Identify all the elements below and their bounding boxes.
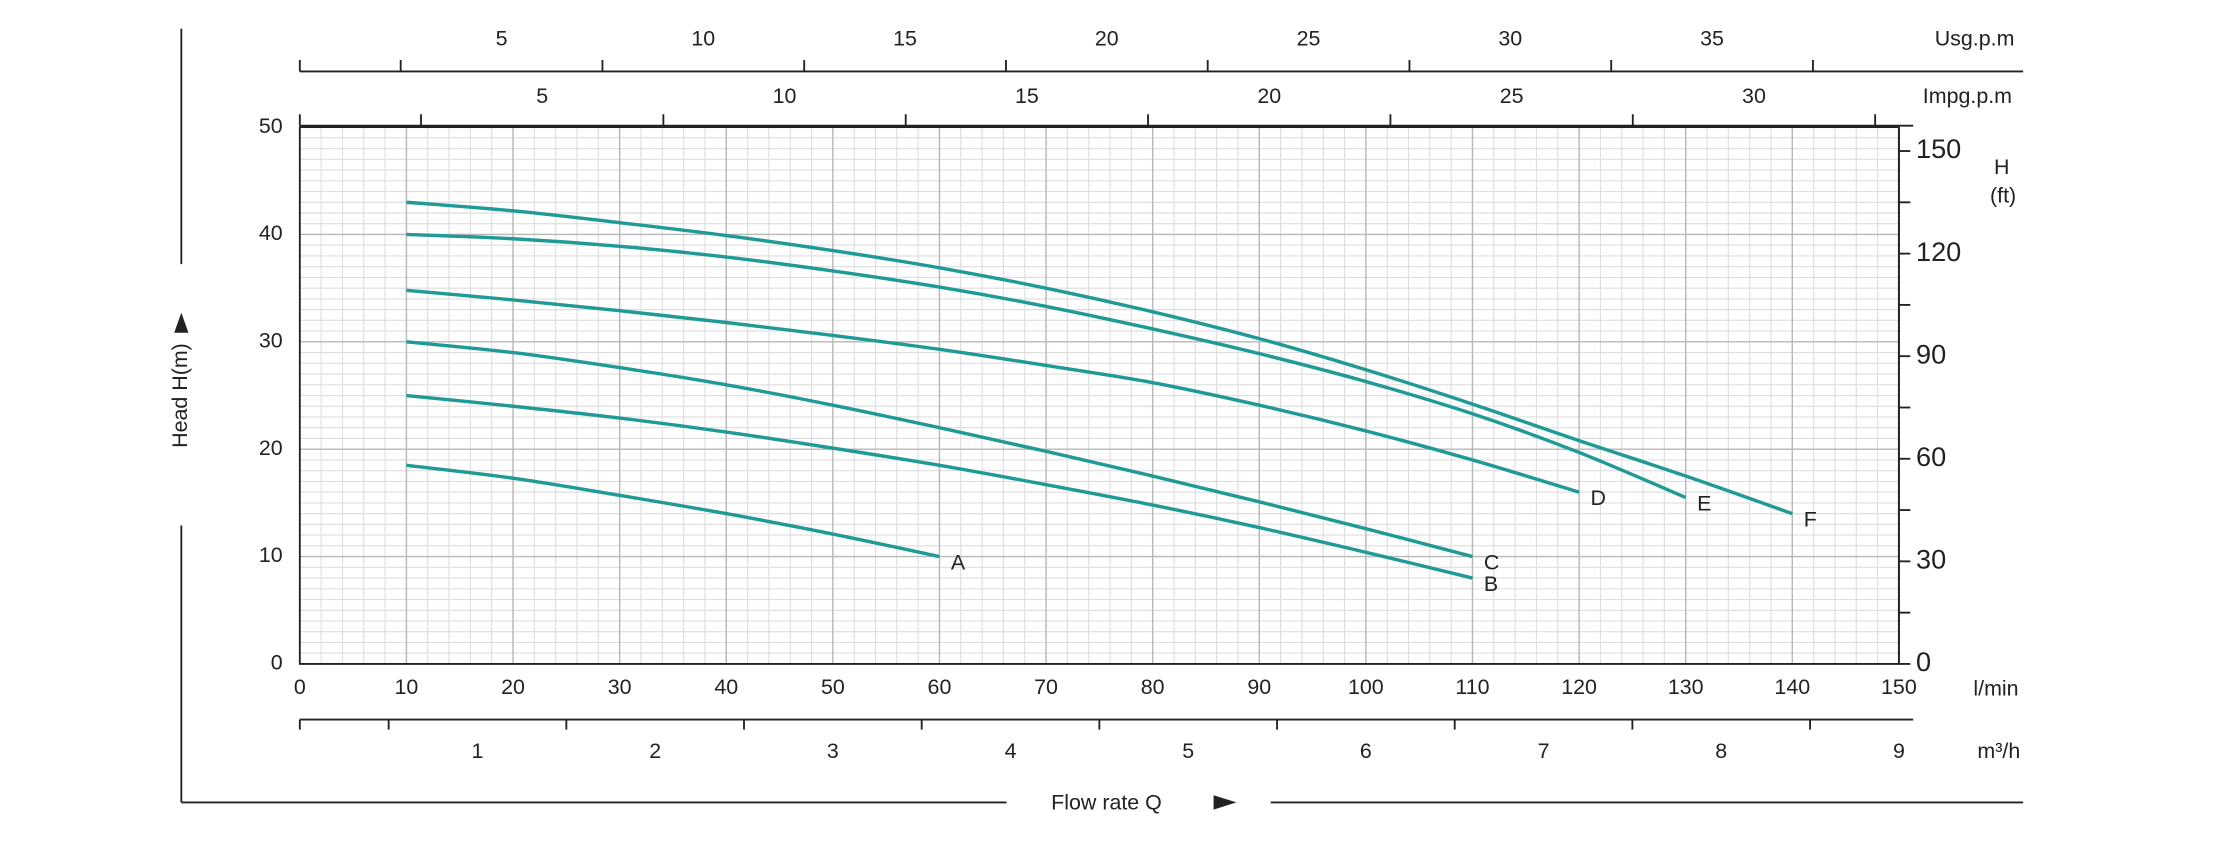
- bottom-tick-label: 9: [1893, 739, 1905, 763]
- x-tick-label: 120: [1561, 675, 1597, 699]
- arrow-icon: [174, 312, 189, 333]
- top-tick-label: 35: [1700, 27, 1724, 51]
- y-tick-label: 20: [259, 436, 283, 460]
- x-axis-label: Flow rate Q: [1051, 791, 1162, 815]
- y-tick-label: 10: [259, 543, 283, 567]
- y-tick-label: 50: [259, 114, 283, 138]
- arrow-icon: [1213, 795, 1237, 810]
- bottom-tick-label: 3: [827, 739, 839, 763]
- curve: [406, 463, 940, 559]
- y2-label: H: [1994, 155, 2009, 179]
- y-axis-label: Head H(m): [168, 343, 192, 448]
- x-tick-label: 20: [501, 675, 525, 699]
- x-tick-label: 150: [1881, 675, 1917, 699]
- x-tick-label: 60: [928, 675, 952, 699]
- curve: [406, 340, 1473, 559]
- top-tick-label: 10: [773, 84, 797, 108]
- y2-tick-label: 120: [1916, 236, 1961, 267]
- top-tick-label: 30: [1742, 84, 1766, 108]
- y-tick-label: 40: [259, 221, 283, 245]
- top-tick-label: 10: [691, 27, 715, 51]
- y2-label: (ft): [1990, 184, 2016, 208]
- x-tick-label: 90: [1247, 675, 1271, 699]
- x-tick-label: 10: [395, 675, 419, 699]
- x-tick-label: 0: [294, 675, 306, 699]
- y2-tick-label: 30: [1916, 544, 1946, 575]
- plot: A BC D E F: [406, 200, 1817, 596]
- x-tick-label: 100: [1348, 675, 1384, 699]
- top-tick-label: 25: [1500, 84, 1524, 108]
- bottom-tick-label: 7: [1538, 739, 1550, 763]
- bottom-tick-label: 8: [1715, 739, 1727, 763]
- bottom-tick-label: 4: [1005, 739, 1017, 763]
- y2-tick-label: 60: [1916, 441, 1946, 472]
- bottom-axis-label: m³/h: [1977, 739, 2020, 763]
- top-tick-label: 30: [1498, 27, 1522, 51]
- grid: [299, 126, 1900, 665]
- top-axis-label: Impg.p.m: [1923, 84, 2012, 108]
- top-tick-label: 25: [1297, 27, 1321, 51]
- bottom-tick-label: 5: [1182, 739, 1194, 763]
- top-tick-label: 5: [536, 84, 548, 108]
- y2-tick-label: 150: [1916, 133, 1961, 164]
- top-axis-label: Usg.p.m: [1935, 27, 2015, 51]
- curve-label: C: [1484, 550, 1499, 574]
- x-unit-label: l/min: [1973, 676, 2018, 700]
- curve: [406, 200, 1793, 516]
- top-tick-label: 15: [1015, 84, 1039, 108]
- y2-tick-label: 0: [1916, 646, 1931, 677]
- bottom-tick-label: 6: [1360, 739, 1372, 763]
- curve: [406, 393, 1473, 580]
- curve-label: E: [1697, 491, 1711, 515]
- top-tick-label: 5: [496, 27, 508, 51]
- x-tick-label: 110: [1455, 675, 1489, 699]
- curve-label: B: [1484, 572, 1498, 596]
- top-tick-label: 20: [1095, 27, 1119, 51]
- y2-tick-label: 90: [1916, 338, 1946, 369]
- curve-label: D: [1591, 486, 1606, 510]
- x-tick-label: 40: [714, 675, 738, 699]
- x-tick-label: 30: [608, 675, 632, 699]
- top-tick-label: 20: [1257, 84, 1281, 108]
- y-tick-label: 0: [271, 651, 283, 675]
- top-tick-label: 15: [893, 27, 917, 51]
- x-tick-label: 80: [1141, 675, 1165, 699]
- bottom-tick-label: 2: [649, 739, 661, 763]
- x-tick-label: 50: [821, 675, 845, 699]
- curve: [406, 288, 1580, 494]
- x-tick-label: 130: [1668, 675, 1704, 699]
- curve: [406, 232, 1687, 500]
- curve-label: A: [951, 550, 966, 574]
- y-tick-label: 30: [259, 328, 283, 352]
- bottom-tick-label: 1: [472, 739, 484, 763]
- x-tick-label: 70: [1034, 675, 1058, 699]
- x-tick-label: 140: [1774, 675, 1810, 699]
- curve-label: F: [1804, 507, 1817, 531]
